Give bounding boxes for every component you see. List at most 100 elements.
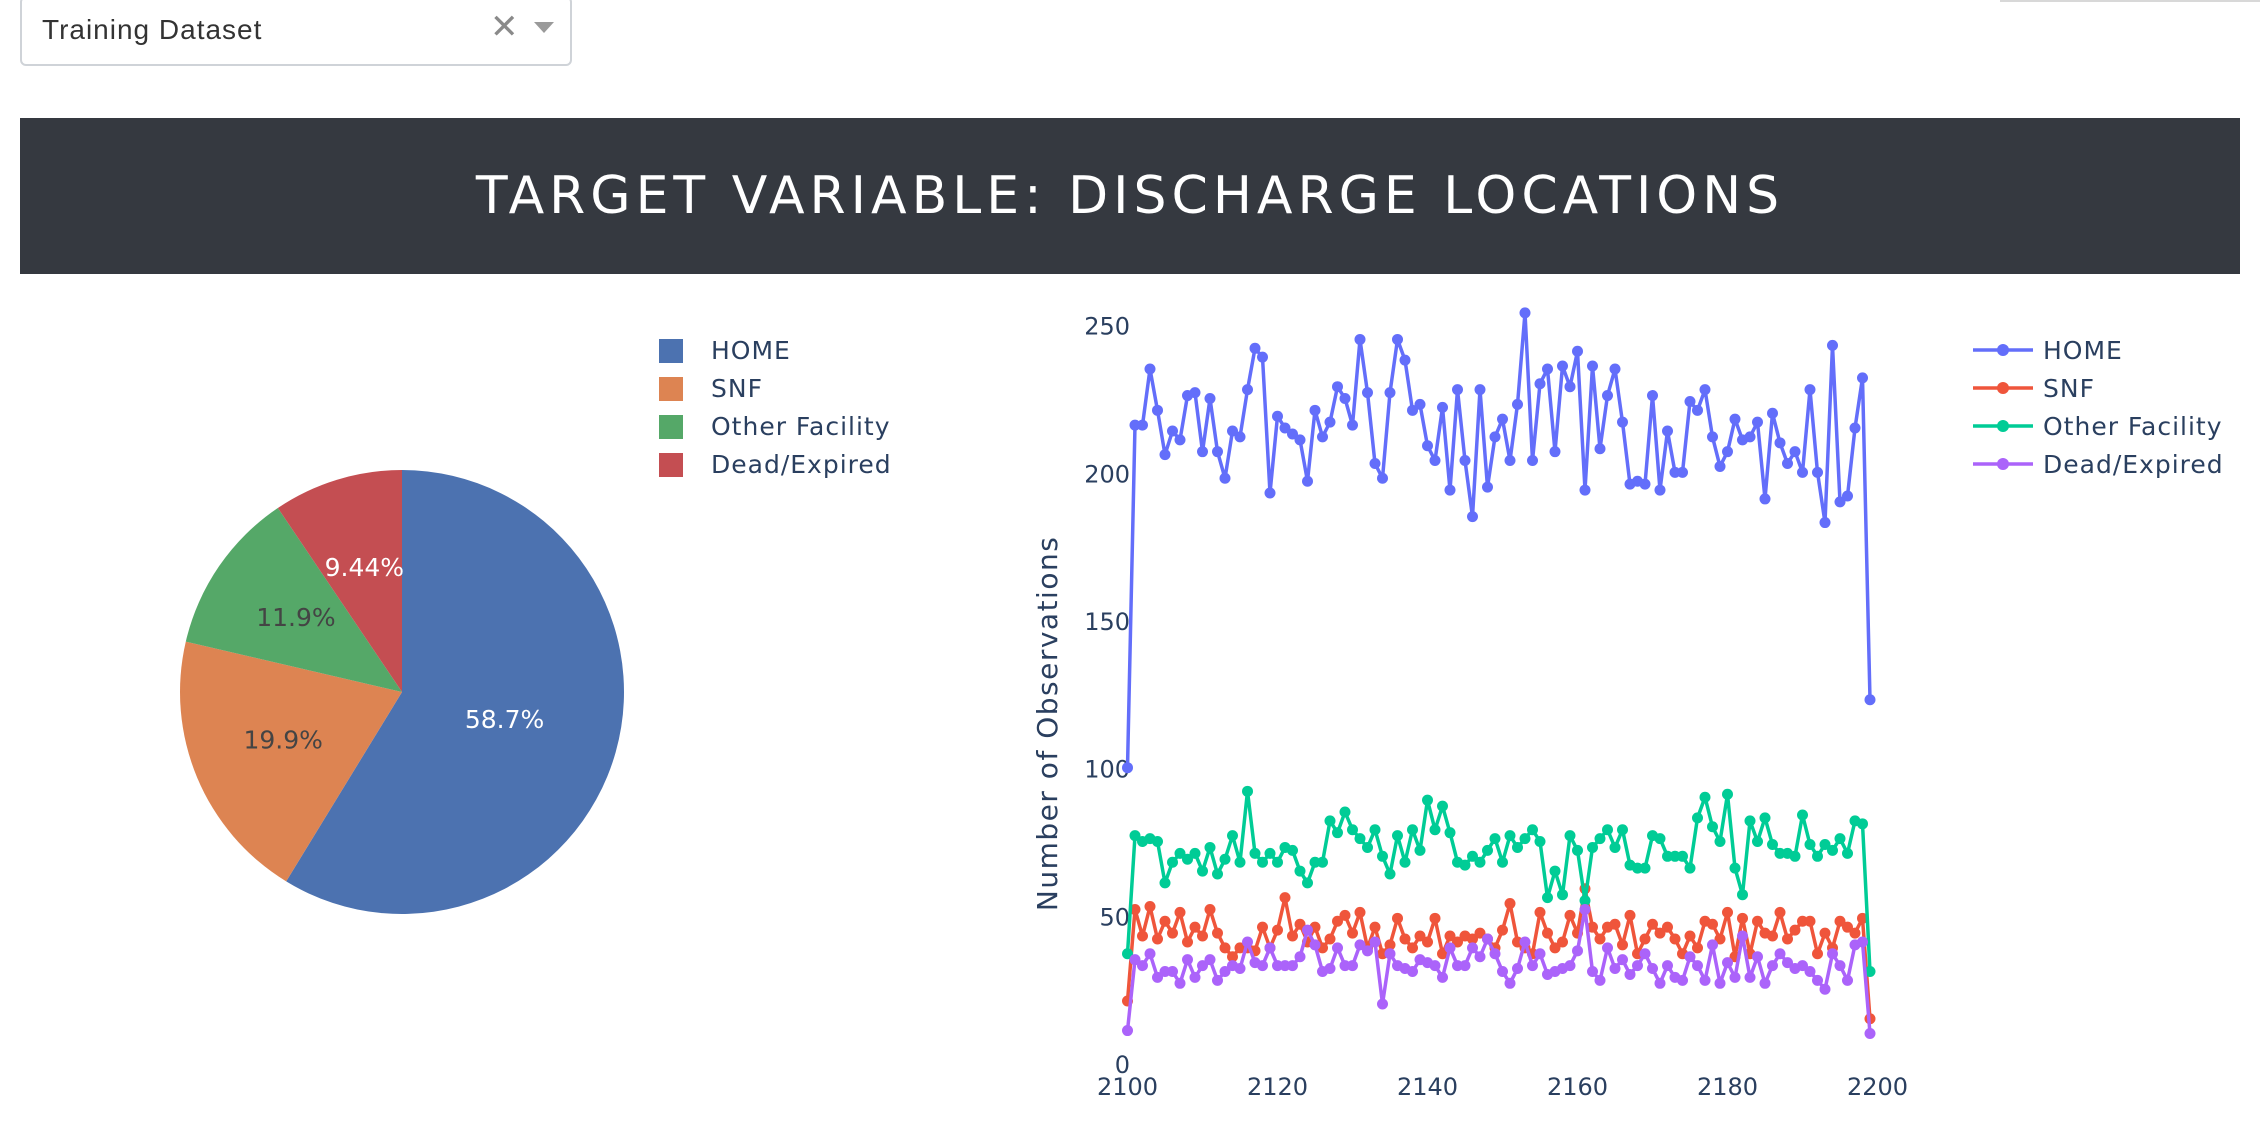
data-point[interactable] <box>1834 960 1846 972</box>
data-point[interactable] <box>1707 918 1718 930</box>
data-point[interactable] <box>1189 921 1201 933</box>
data-point[interactable] <box>1842 974 1853 986</box>
data-point[interactable] <box>1249 342 1261 354</box>
data-point[interactable] <box>1834 915 1846 927</box>
data-point[interactable] <box>1204 393 1216 405</box>
data-point[interactable] <box>1489 948 1501 960</box>
data-point[interactable] <box>1767 930 1778 942</box>
data-point[interactable] <box>1504 455 1516 467</box>
data-point[interactable] <box>1744 815 1756 827</box>
data-point[interactable] <box>1534 948 1546 960</box>
data-point[interactable] <box>1579 895 1591 907</box>
data-point[interactable] <box>1557 360 1568 372</box>
data-point[interactable] <box>1347 960 1358 972</box>
data-point[interactable] <box>1407 942 1418 954</box>
data-point[interactable] <box>1722 906 1733 918</box>
data-point[interactable] <box>1392 912 1403 924</box>
data-point[interactable] <box>1714 460 1726 472</box>
data-point[interactable] <box>1759 977 1771 989</box>
data-point[interactable] <box>1849 927 1861 939</box>
data-point[interactable] <box>1339 393 1351 405</box>
data-point[interactable] <box>1302 924 1313 936</box>
data-point[interactable] <box>1549 942 1561 954</box>
data-point[interactable] <box>1279 422 1291 434</box>
data-point[interactable] <box>1309 404 1321 416</box>
data-point[interactable] <box>1654 833 1666 845</box>
data-point[interactable] <box>1399 856 1411 868</box>
data-point[interactable] <box>1797 960 1808 972</box>
data-point[interactable] <box>1699 384 1711 396</box>
data-point[interactable] <box>1812 850 1823 862</box>
data-point[interactable] <box>1272 924 1283 936</box>
data-point[interactable] <box>1722 957 1733 969</box>
data-point[interactable] <box>1242 785 1253 797</box>
legend-item[interactable]: Other Facility <box>1973 412 2223 441</box>
legend-item[interactable]: HOME <box>1973 336 2123 365</box>
data-point[interactable] <box>1767 838 1778 850</box>
data-point[interactable] <box>1422 936 1433 948</box>
data-point[interactable] <box>1437 971 1448 983</box>
data-point[interactable] <box>1737 889 1748 901</box>
data-point[interactable] <box>1369 936 1381 948</box>
data-point[interactable] <box>1144 901 1156 913</box>
data-point[interactable] <box>1789 924 1801 936</box>
data-point[interactable] <box>1549 446 1561 458</box>
data-point[interactable] <box>1744 971 1756 983</box>
data-point[interactable] <box>1497 856 1508 868</box>
data-point[interactable] <box>1429 824 1441 836</box>
data-point[interactable] <box>1737 930 1748 942</box>
data-point[interactable] <box>1467 933 1478 945</box>
data-point[interactable] <box>1324 933 1336 945</box>
data-point[interactable] <box>1399 933 1411 945</box>
data-point[interactable] <box>1632 960 1643 972</box>
data-point[interactable] <box>1864 694 1876 706</box>
data-point[interactable] <box>1204 903 1216 915</box>
data-point[interactable] <box>1804 384 1816 396</box>
legend-label[interactable]: SNF <box>711 374 763 403</box>
data-point[interactable] <box>1842 847 1853 859</box>
data-point[interactable] <box>1722 788 1733 800</box>
data-point[interactable] <box>1639 478 1651 490</box>
data-point[interactable] <box>1212 974 1223 986</box>
data-point[interactable] <box>1587 965 1598 977</box>
data-point[interactable] <box>1219 853 1231 865</box>
data-point[interactable] <box>1527 455 1538 467</box>
data-point[interactable] <box>1167 965 1178 977</box>
data-point[interactable] <box>1324 416 1336 428</box>
data-point[interactable] <box>1407 965 1418 977</box>
data-point[interactable] <box>1362 841 1373 853</box>
data-point[interactable] <box>1692 404 1703 416</box>
data-point[interactable] <box>1152 933 1163 945</box>
data-point[interactable] <box>1534 836 1546 848</box>
data-point[interactable] <box>1842 921 1853 933</box>
data-point[interactable] <box>1752 836 1763 848</box>
data-point[interactable] <box>1819 983 1831 995</box>
data-point[interactable] <box>1857 818 1868 830</box>
data-point[interactable] <box>1609 963 1621 975</box>
data-point[interactable] <box>1197 960 1208 972</box>
data-point[interactable] <box>1482 933 1493 945</box>
data-point[interactable] <box>1804 965 1816 977</box>
data-point[interactable] <box>1444 942 1456 954</box>
data-point[interactable] <box>1324 963 1336 975</box>
data-point[interactable] <box>1287 844 1298 856</box>
data-point[interactable] <box>1692 960 1703 972</box>
data-point[interactable] <box>1144 948 1156 960</box>
data-point[interactable] <box>1474 384 1486 396</box>
data-point[interactable] <box>1662 921 1673 933</box>
data-point[interactable] <box>1752 416 1763 428</box>
pie-slice-home[interactable] <box>286 470 624 915</box>
data-point[interactable] <box>1497 965 1508 977</box>
data-point[interactable] <box>1137 930 1148 942</box>
data-point[interactable] <box>1302 877 1313 889</box>
data-point[interactable] <box>1767 960 1778 972</box>
data-point[interactable] <box>1617 824 1628 836</box>
data-point[interactable] <box>1414 844 1426 856</box>
data-point[interactable] <box>1279 892 1291 904</box>
data-point[interactable] <box>1302 475 1313 487</box>
data-point[interactable] <box>1407 404 1418 416</box>
data-point[interactable] <box>1782 457 1793 469</box>
data-point[interactable] <box>1212 446 1223 458</box>
data-point[interactable] <box>1789 446 1801 458</box>
data-point[interactable] <box>1594 933 1606 945</box>
